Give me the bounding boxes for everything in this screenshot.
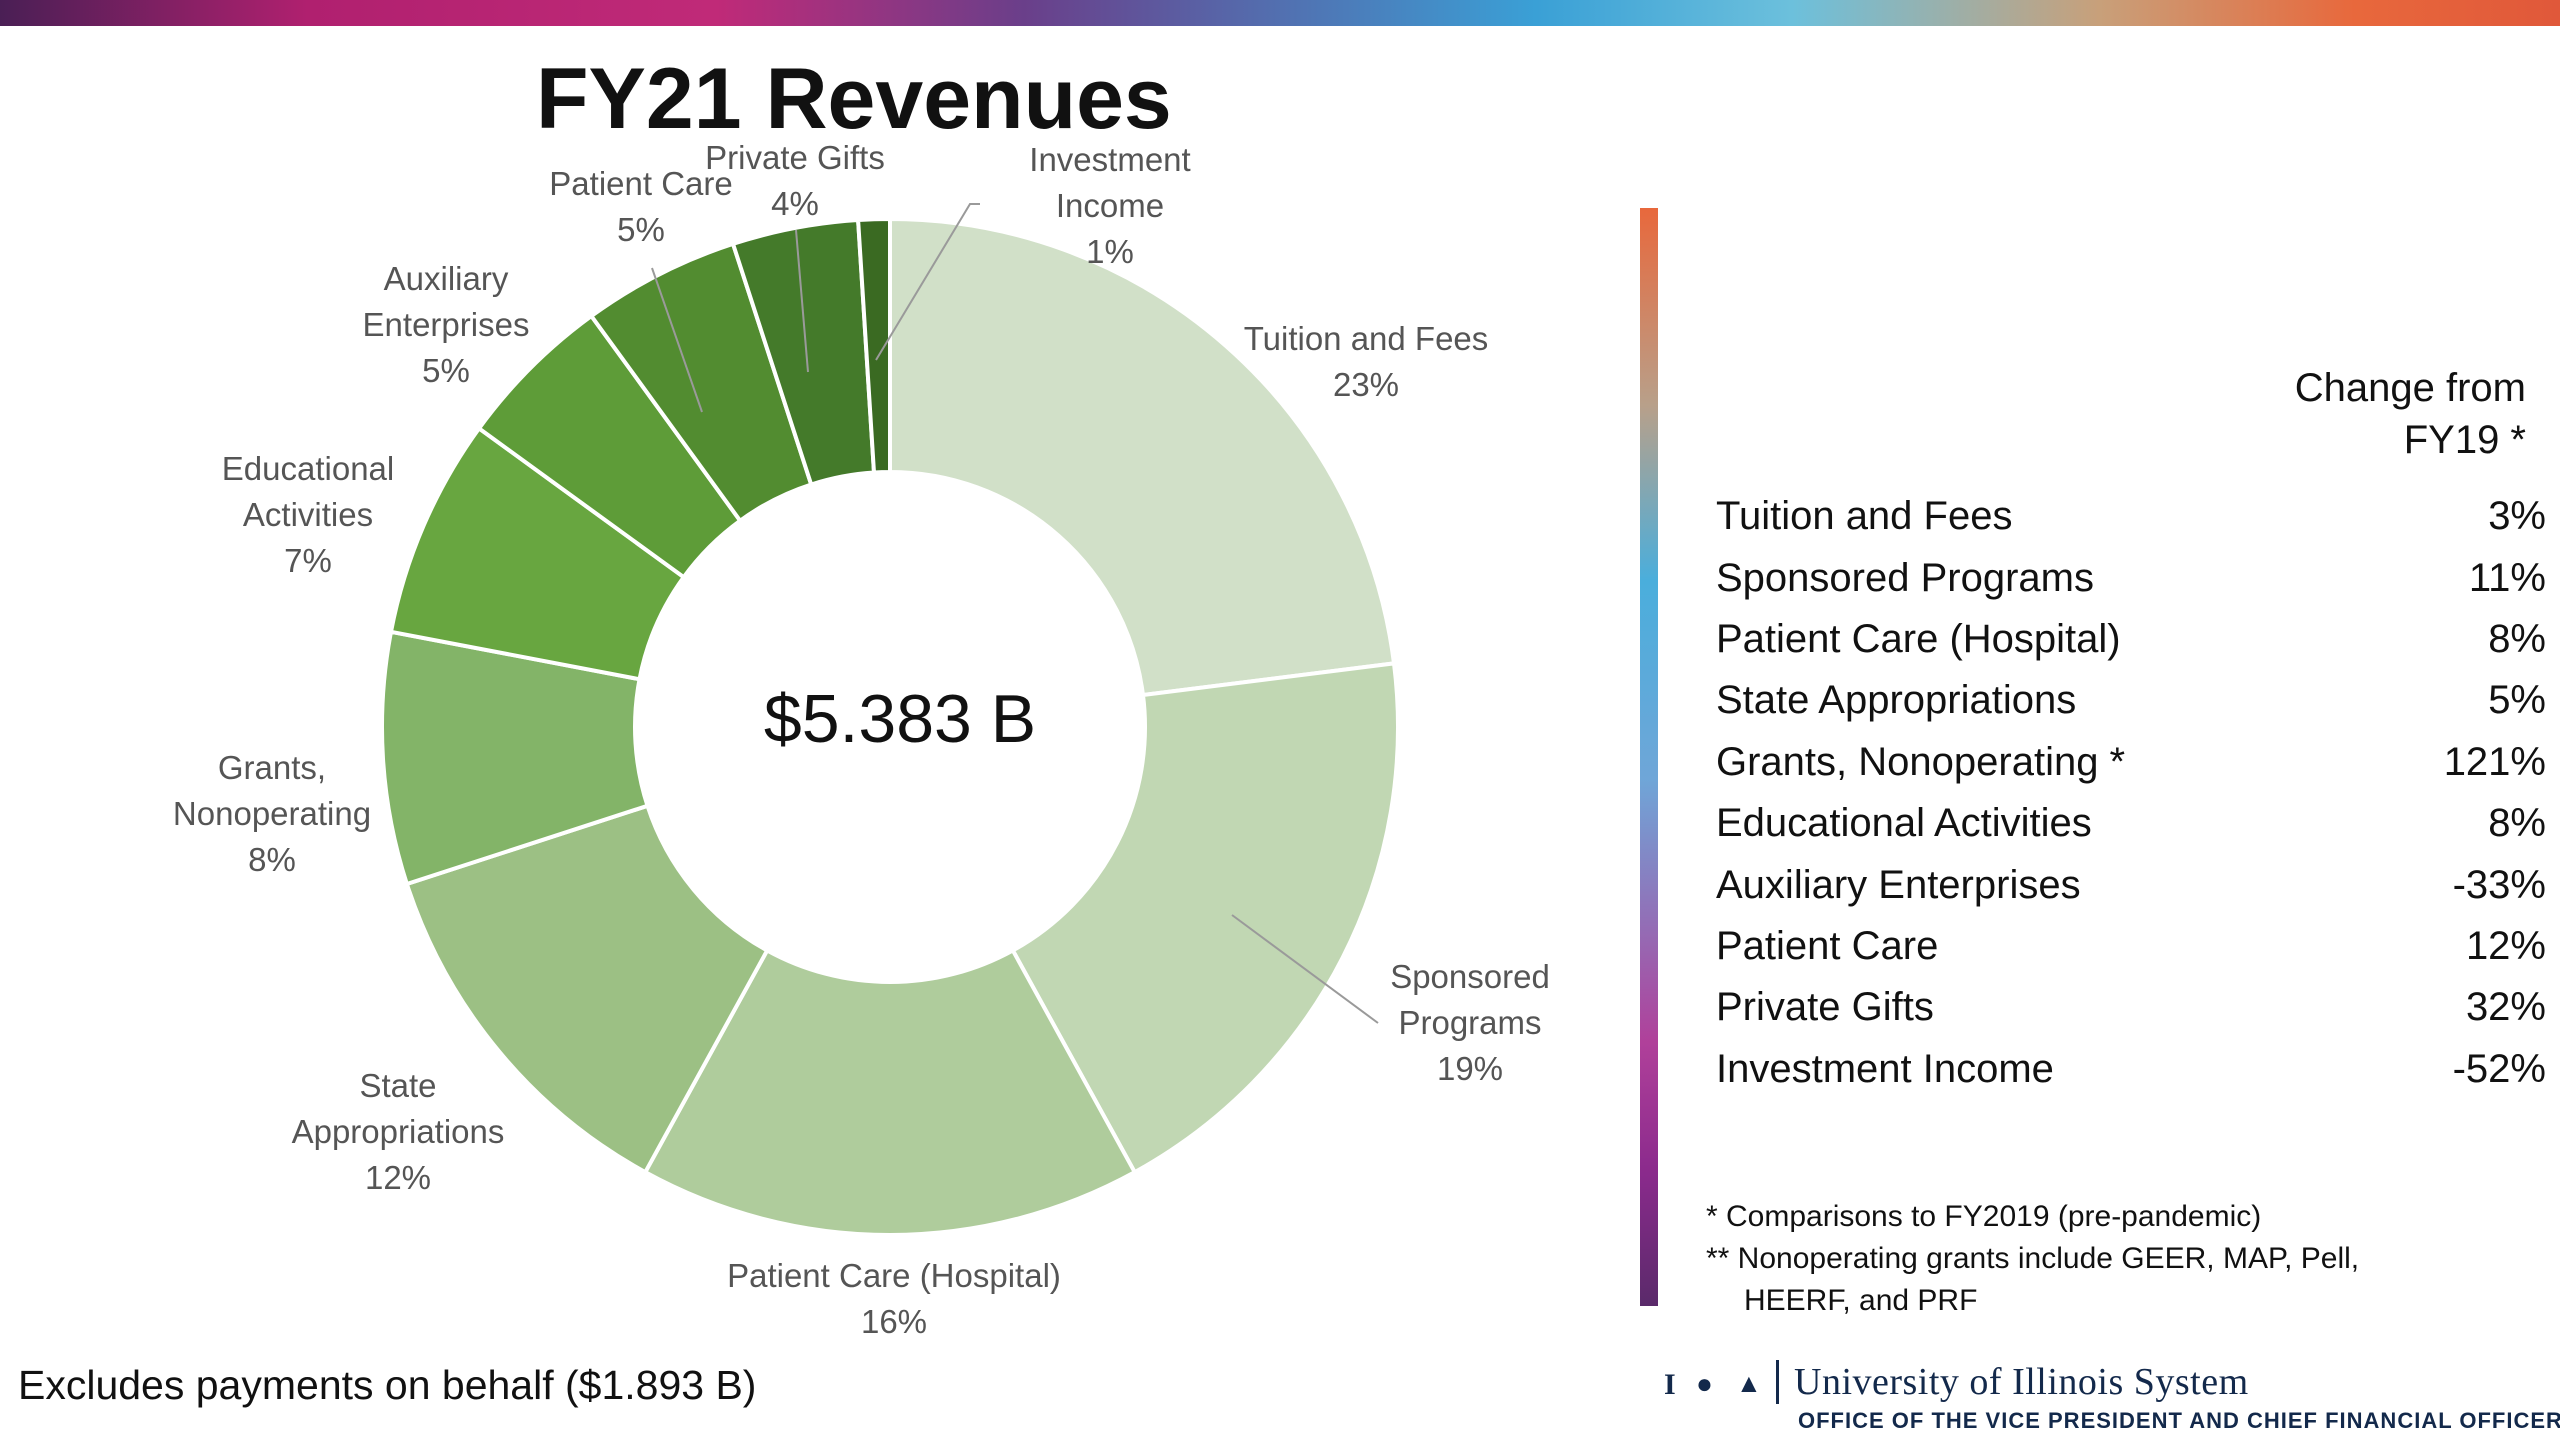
university-name: University of Illinois System: [1794, 1361, 2249, 1403]
row-name: Educational Activities: [1716, 801, 2092, 846]
change-from-fy19-header: Change from FY19 *: [2294, 366, 2526, 462]
footnote-comparison: * Comparisons to FY2019 (pre-pandemic): [1706, 1200, 2262, 1233]
row-change: -52%: [2452, 1046, 2546, 1091]
slice-label-educational: Educational Activities 7%: [221, 450, 395, 579]
row-change: 32%: [2465, 985, 2546, 1030]
footnote-grants-cont: HEERF, and PRF: [1744, 1284, 1978, 1317]
change-row: Patient Care 12%: [1716, 916, 2546, 977]
uic-circle-icon: ●: [1696, 1368, 1713, 1399]
change-table: Tuition and Fees 3% Sponsored Programs 11%…: [1716, 486, 2546, 1100]
row-change: 8%: [2488, 616, 2546, 661]
slice-label-state: State Appropriations 12%: [291, 1067, 505, 1196]
row-change: 5%: [2488, 678, 2546, 723]
center-total-label: $5.383 B: [763, 681, 1037, 757]
leader-line-private-gifts: [795, 229, 809, 373]
leader-line-sponsored: [1231, 914, 1379, 1024]
cfo-office-name: OFFICE OF THE VICE PRESIDENT AND CHIEF F…: [1798, 1408, 2560, 1433]
row-change: 8%: [2488, 801, 2546, 846]
change-row: Investment Income -52%: [1716, 1039, 2546, 1100]
donut-slice-tuition-and-fees: [888, 216, 1397, 698]
chart-title: FY21 Revenues: [536, 51, 1172, 147]
leader-line-investment: [875, 203, 980, 361]
slice-label-investment: Investment Income 1%: [1029, 141, 1191, 270]
top-gradient-bar: [0, 0, 2560, 26]
row-name: Sponsored Programs: [1716, 555, 2094, 600]
donut-slice-sponsored-programs: [1010, 661, 1400, 1175]
change-row: Sponsored Programs 11%: [1716, 547, 2546, 608]
donut-slice-state-appropriations: [404, 803, 770, 1175]
row-name: Patient Care: [1716, 923, 1939, 968]
change-row: State Appropriations 5%: [1716, 670, 2546, 731]
change-row: Auxiliary Enterprises -33%: [1716, 854, 2546, 915]
change-row: Educational Activities 8%: [1716, 793, 2546, 854]
row-name: Investment Income: [1716, 1046, 2054, 1091]
row-change: 11%: [2468, 555, 2546, 600]
slice-label-private-gifts: Private Gifts 4%: [705, 139, 885, 222]
donut-slice-patient-care-hospital: [642, 947, 1138, 1237]
row-name: Private Gifts: [1716, 985, 1934, 1030]
slice-label-grants: Grants, Nonoperating 8%: [172, 749, 372, 878]
logo-separator: [1776, 1360, 1779, 1404]
capitol-dome-icon: ▲: [1736, 1368, 1762, 1398]
row-change: -33%: [2452, 862, 2546, 907]
donut-slice-investment-income: [855, 216, 892, 475]
change-row: Private Gifts 32%: [1716, 977, 2546, 1038]
payments-on-behalf-note: Excludes payments on behalf ($1.893 B): [18, 1362, 757, 1408]
slice-label-patient-care: Patient Care 5%: [549, 165, 733, 248]
row-name: State Appropriations: [1716, 678, 2077, 723]
university-logo: I ● ▲ University of Illinois System OFFI…: [1660, 1354, 2560, 1434]
change-row: Tuition and Fees 3%: [1716, 486, 2546, 547]
row-name: Tuition and Fees: [1716, 494, 2013, 539]
slice-label-auxiliary: Auxiliary Enterprises 5%: [362, 260, 530, 389]
row-name: Auxiliary Enterprises: [1716, 862, 2081, 907]
gradient-divider: [1640, 208, 1658, 1306]
leader-line-patient-care: [651, 267, 703, 413]
slice-label-sponsored: Sponsored Programs 19%: [1390, 958, 1550, 1087]
slice-label-tuition: Tuition and Fees 23%: [1243, 320, 1489, 403]
change-row: Grants, Nonoperating * 121%: [1716, 732, 2546, 793]
slice-label-hospital: Patient Care (Hospital) 16%: [727, 1257, 1061, 1340]
change-row: Patient Care (Hospital) 8%: [1716, 609, 2546, 670]
row-name: Patient Care (Hospital): [1716, 616, 2121, 661]
row-change: 121%: [2443, 739, 2546, 784]
row-change: 12%: [2465, 923, 2546, 968]
row-name: Grants, Nonoperating *: [1716, 739, 2126, 784]
footnotes: * Comparisons to FY2019 (pre-pandemic) *…: [1706, 1196, 2359, 1322]
footnote-grants: ** Nonoperating grants include GEER, MAP…: [1706, 1242, 2360, 1275]
row-change: 3%: [2488, 494, 2546, 539]
illinois-block-i-icon: I: [1664, 1368, 1676, 1401]
